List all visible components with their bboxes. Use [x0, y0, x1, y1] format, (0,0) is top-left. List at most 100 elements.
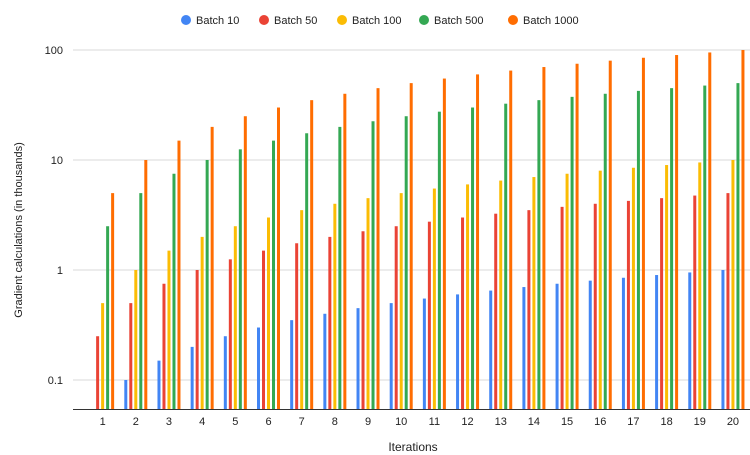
bar [96, 336, 100, 409]
bar [542, 67, 546, 409]
bar [223, 336, 227, 409]
bar [698, 162, 702, 409]
bar [124, 380, 128, 409]
bar [736, 83, 740, 410]
bar [243, 116, 247, 410]
bar [621, 277, 625, 409]
bar [233, 226, 237, 409]
bar [101, 303, 105, 409]
bar [721, 270, 725, 409]
bar [432, 188, 436, 409]
bar [200, 236, 204, 409]
bar [404, 116, 408, 410]
bar [290, 320, 294, 409]
bar [111, 193, 115, 409]
bar [267, 217, 271, 409]
bar [598, 170, 602, 409]
bar [295, 243, 299, 409]
bar [555, 283, 559, 409]
x-tick-label: 9 [365, 416, 371, 428]
x-tick-label: 14 [528, 416, 540, 428]
bar [205, 160, 209, 409]
legend-marker [508, 15, 518, 25]
bar [422, 298, 426, 409]
x-tick-label: 13 [495, 416, 507, 428]
bar [560, 206, 564, 409]
bar [655, 275, 659, 409]
bar [466, 184, 470, 409]
x-axis-ticks: 1 2 3 4 5 6 7 8 9 10 11 12 13 14 15 16 17 18 19 20 [100, 416, 740, 428]
bar [575, 63, 579, 410]
bar [328, 236, 332, 409]
bar [461, 217, 465, 409]
bar [409, 83, 413, 410]
bar [437, 111, 441, 409]
bar [675, 55, 679, 409]
bar [476, 74, 480, 409]
bar [399, 193, 403, 409]
x-tick-label: 17 [627, 416, 639, 428]
bar [167, 250, 171, 409]
x-tick-label: 3 [166, 416, 172, 428]
y-tick-label: 0.1 [48, 375, 63, 387]
bar [272, 140, 276, 410]
bar [688, 272, 692, 409]
bar [660, 198, 664, 409]
bar [593, 203, 597, 409]
bar [588, 280, 592, 409]
legend-label: Batch 10 [196, 15, 239, 27]
legend: Batch 10 Batch 50 Batch 100 Batch 500 Batch … [181, 15, 579, 27]
bar [442, 78, 446, 409]
bar [144, 160, 148, 409]
bar [665, 165, 669, 409]
bar [338, 126, 342, 409]
bar [570, 96, 574, 409]
bar [134, 270, 138, 409]
bar [356, 308, 360, 409]
legend-marker [419, 15, 429, 25]
bar [310, 100, 314, 409]
x-tick-label: 8 [332, 416, 338, 428]
bar [427, 221, 431, 409]
bar [636, 90, 640, 409]
bar [177, 140, 181, 410]
bar [277, 107, 281, 409]
bar [129, 303, 133, 409]
bar [489, 290, 493, 409]
bar [527, 210, 531, 409]
legend-label: Batch 50 [274, 15, 317, 27]
bar [257, 327, 261, 409]
bar [389, 303, 393, 409]
bar [228, 259, 232, 409]
bar [366, 198, 370, 409]
bar [708, 52, 712, 409]
legend-label: Batch 1000 [523, 15, 579, 27]
x-tick-label: 11 [429, 416, 440, 428]
x-tick-label: 15 [561, 416, 573, 428]
bar [238, 149, 242, 409]
bar [603, 93, 607, 409]
bar [371, 121, 375, 410]
bar [394, 226, 398, 409]
bar [162, 283, 166, 409]
bar [509, 70, 513, 409]
bar [376, 88, 380, 410]
bar [190, 346, 194, 409]
bar [641, 57, 645, 410]
bar [300, 210, 304, 409]
x-tick-label: 18 [660, 416, 672, 428]
bar [703, 85, 707, 409]
y-tick-label: 1 [57, 265, 63, 277]
bar [504, 103, 508, 409]
bar [608, 60, 612, 410]
x-tick-label: 7 [299, 416, 305, 428]
bar [456, 294, 460, 409]
bar [522, 287, 526, 409]
bar [731, 160, 735, 409]
bar [670, 88, 674, 410]
bar [343, 93, 347, 409]
legend-label: Batch 100 [352, 15, 402, 27]
bar [157, 360, 161, 409]
bar [471, 107, 475, 409]
